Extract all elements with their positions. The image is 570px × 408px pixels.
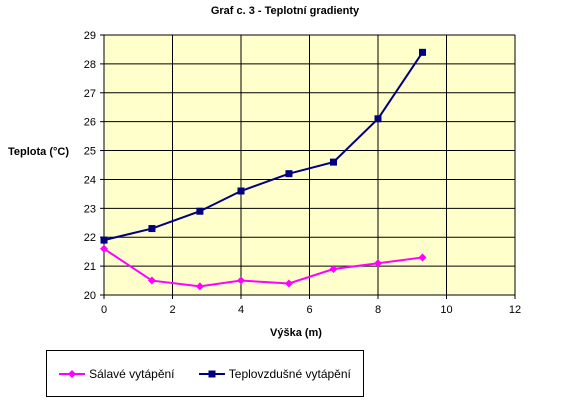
x-tick-label-0: 0 bbox=[101, 304, 107, 316]
legend-label-salave: Sálavé vytápění bbox=[89, 366, 175, 381]
legend: Sálavé vytápění Teplovzdušné vytápění bbox=[46, 350, 364, 397]
series-1-point-4 bbox=[285, 170, 293, 178]
series-0-point-6 bbox=[374, 259, 382, 268]
legend-label-teplovzdusne: Teplovzdušné vytápění bbox=[228, 366, 351, 381]
y-tick-label-22: 22 bbox=[84, 232, 96, 244]
series-0-point-5 bbox=[329, 265, 338, 273]
series-0-point-7 bbox=[418, 253, 427, 262]
y-tick-label-29: 29 bbox=[84, 30, 96, 42]
y-tick-label-28: 28 bbox=[84, 59, 96, 71]
series-1-point-0 bbox=[100, 236, 108, 244]
series-0-point-2 bbox=[195, 282, 204, 291]
series-1-point-6 bbox=[374, 115, 382, 123]
series-1-point-2 bbox=[196, 207, 204, 215]
y-tick-label-20: 20 bbox=[84, 290, 96, 302]
series-1-point-1 bbox=[148, 225, 156, 233]
series-0-point-0 bbox=[100, 244, 108, 253]
x-tick-label-6: 6 bbox=[306, 304, 312, 316]
legend-swatch-salave bbox=[59, 369, 86, 378]
x-tick-label-4: 4 bbox=[238, 304, 244, 316]
series-line-0 bbox=[103, 247, 423, 288]
series-1-point-7 bbox=[419, 48, 427, 56]
legend-item-teplovzdusne: Teplovzdušné vytápění bbox=[198, 366, 351, 381]
series-1-point-3 bbox=[237, 187, 245, 195]
chart-title: Graf c. 3 - Teplotní gradienty bbox=[210, 5, 360, 17]
y-tick-label-25: 25 bbox=[84, 146, 96, 158]
series-1-point-5 bbox=[329, 158, 337, 166]
series-0-point-1 bbox=[147, 276, 156, 285]
y-tick-label-23: 23 bbox=[84, 203, 96, 215]
x-tick-label-2: 2 bbox=[169, 304, 175, 316]
x-axis-label: Výška (m) bbox=[270, 327, 322, 339]
y-tick-label-26: 26 bbox=[84, 117, 96, 129]
y-axis-label: Teplota (°C) bbox=[8, 146, 70, 158]
y-tick-label-27: 27 bbox=[84, 88, 96, 100]
series-0-point-3 bbox=[237, 276, 245, 285]
series-line-1 bbox=[103, 51, 424, 242]
x-tick-label-10: 10 bbox=[440, 304, 452, 316]
x-tick-label-8: 8 bbox=[375, 304, 381, 316]
y-tick-label-21: 21 bbox=[84, 261, 96, 273]
legend-swatch-teplovzdusne bbox=[198, 370, 225, 377]
legend-item-salave: Sálavé vytápění bbox=[59, 366, 175, 381]
y-tick-label-24: 24 bbox=[84, 174, 96, 186]
x-tick-label-12: 12 bbox=[509, 304, 521, 316]
series-0-point-4 bbox=[284, 279, 293, 288]
